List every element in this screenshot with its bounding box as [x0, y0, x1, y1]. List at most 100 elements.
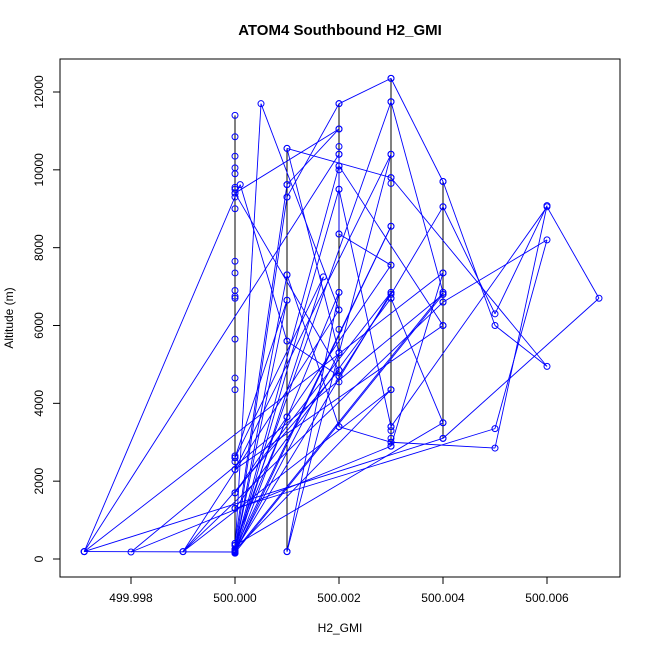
series-segment [234, 184, 288, 544]
data-point [231, 335, 239, 343]
series-segment [442, 181, 496, 326]
data-point [283, 548, 291, 556]
series-segment [442, 206, 496, 315]
x-tick-label: 500.002 [317, 591, 361, 605]
series-segment [234, 192, 340, 371]
data-point [439, 419, 447, 427]
series-segment [234, 292, 392, 552]
series-segment [83, 184, 241, 552]
data-point [283, 144, 291, 152]
data-point [491, 310, 499, 318]
series-segment [84, 437, 444, 553]
data-point [231, 205, 239, 213]
data-point [231, 539, 239, 547]
y-axis: 0 2000 4000 6000 8000 10000 12000 [32, 75, 61, 562]
data-point [335, 100, 343, 108]
data-point [231, 170, 239, 178]
y-tick-label: 4000 [32, 390, 46, 417]
data-point [231, 185, 239, 193]
data-point [335, 230, 343, 238]
series-segment [338, 189, 392, 427]
data-point [439, 434, 447, 442]
data-point [283, 337, 291, 345]
data-point [387, 434, 395, 442]
data-point [335, 142, 343, 150]
data-point [231, 193, 239, 201]
data-point [231, 152, 239, 160]
data-point [387, 288, 395, 296]
data-point [335, 185, 343, 193]
data-point [387, 98, 395, 106]
data-point [439, 269, 447, 277]
y-tick-label: 8000 [32, 234, 46, 261]
series-segment [338, 77, 392, 105]
x-axis-label: H2_GMI [318, 621, 363, 635]
data-point [257, 100, 265, 108]
data-point [231, 489, 239, 497]
data-point [543, 362, 551, 370]
series-segment [234, 276, 324, 459]
series-segment [390, 298, 444, 423]
data-point [387, 150, 395, 158]
x-axis: 499.998 500.000 500.002 500.004 500.006 [109, 576, 569, 605]
series-segment [286, 154, 392, 552]
series-segment [239, 184, 288, 342]
series-segment [338, 233, 392, 266]
data-point [127, 548, 135, 556]
data-point [335, 325, 343, 333]
data-point [595, 294, 603, 302]
data-point [335, 349, 343, 357]
data-point [231, 504, 239, 512]
data-point [387, 222, 395, 230]
series-segment [546, 206, 600, 299]
data-point [387, 174, 395, 182]
data-point [231, 294, 239, 302]
chart-title: ATOM4 Southbound H2_GMI [238, 22, 442, 39]
data-point [283, 193, 291, 201]
series-segment [234, 297, 392, 509]
series-segment [442, 239, 548, 303]
data-point [491, 444, 499, 452]
x-tick-label: 500.004 [421, 591, 465, 605]
series-segment [286, 148, 340, 353]
data-point [231, 269, 239, 277]
data-point [231, 257, 239, 265]
data-point [231, 189, 239, 197]
series-segment [494, 205, 548, 315]
data-point [439, 290, 447, 298]
data-point [491, 322, 499, 329]
data-point [439, 322, 447, 329]
series-segment [390, 101, 444, 293]
data-point [179, 548, 187, 556]
data-point [335, 366, 343, 374]
data-point [387, 438, 395, 446]
data-point [335, 125, 343, 133]
series-segment [234, 389, 392, 551]
data-point [231, 292, 239, 300]
series-segment [286, 128, 340, 185]
series-segment [234, 276, 324, 554]
series-segment [234, 189, 340, 552]
series-segment [338, 165, 444, 326]
data-point [387, 442, 395, 450]
data-point [231, 386, 239, 394]
series-segment [390, 441, 496, 449]
data-point [231, 465, 239, 473]
data-point [543, 203, 551, 211]
data-point [283, 271, 291, 279]
data-point [335, 150, 343, 158]
data-point [543, 236, 551, 244]
series-segment [182, 309, 340, 552]
data-point [283, 413, 291, 421]
data-series [83, 77, 600, 554]
x-tick-label: 499.998 [109, 591, 153, 605]
series-segment [390, 206, 444, 295]
series-segment [234, 292, 392, 494]
data-point [335, 166, 343, 174]
data-point [439, 298, 447, 306]
data-point [387, 427, 395, 435]
series-segment [494, 205, 548, 449]
data-point [335, 306, 343, 314]
data-point [80, 548, 88, 556]
